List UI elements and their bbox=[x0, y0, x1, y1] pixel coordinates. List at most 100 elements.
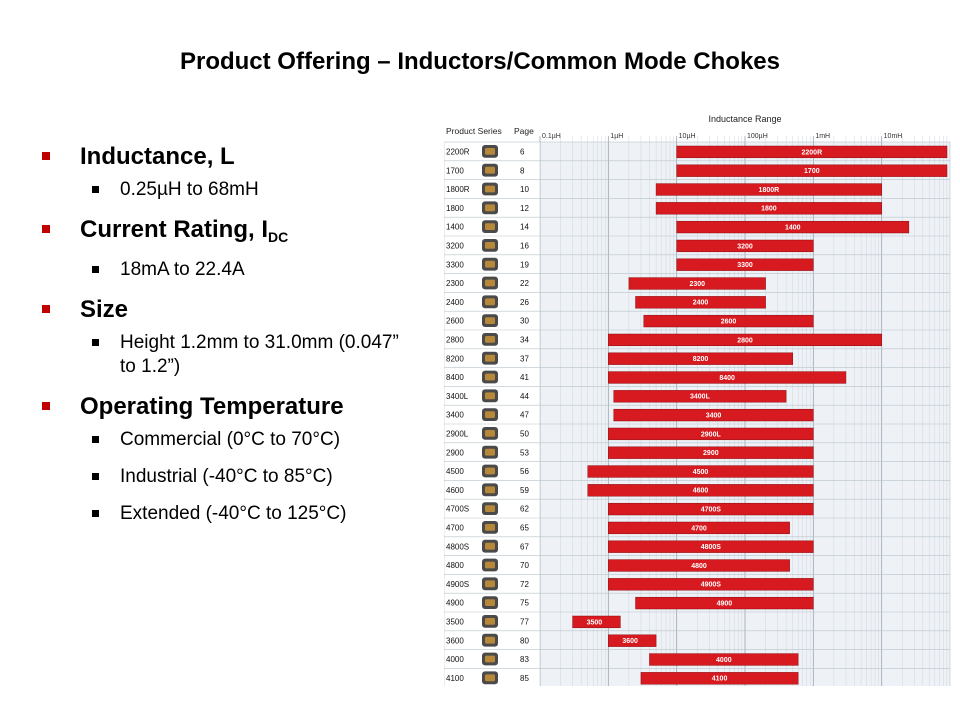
range-bar bbox=[655, 202, 882, 215]
page-number-label: 37 bbox=[520, 354, 529, 363]
chart-title: Inductance Range bbox=[708, 114, 781, 124]
series-name-label: 1700 bbox=[446, 166, 464, 175]
product-thumbnail-core-icon bbox=[485, 411, 495, 418]
page-number-label: 34 bbox=[520, 336, 529, 345]
range-bar bbox=[608, 502, 814, 516]
sub-bullet-text: Height 1.2mm to 31.0mm (0.047” to 1.2”) bbox=[120, 332, 399, 377]
range-bar-label: 2200R bbox=[802, 149, 823, 156]
page-number-label: 44 bbox=[520, 392, 529, 401]
product-thumbnail-core-icon bbox=[485, 279, 495, 287]
range-bar-label: 1800 bbox=[761, 206, 777, 213]
range-bar-label: 4500 bbox=[693, 469, 709, 476]
x-tick-label: 1mH bbox=[815, 133, 830, 140]
product-thumbnail-core-icon bbox=[485, 204, 495, 212]
range-bar bbox=[649, 653, 799, 666]
inductance-range-chart: Inductance Range Product Series Page 0.1µH 1… bbox=[444, 112, 952, 686]
range-bar-label: 3400 bbox=[706, 413, 722, 420]
range-bar bbox=[676, 164, 948, 177]
page-number-label: 8 bbox=[520, 166, 525, 175]
page-number-label: 16 bbox=[520, 242, 529, 251]
product-thumbnail-core-icon bbox=[485, 185, 495, 193]
sub-bullet: 0.25µH to 68mH bbox=[38, 178, 418, 202]
range-bar bbox=[608, 352, 794, 365]
x-tick-label: 100µH bbox=[747, 133, 768, 140]
page-number-label: 26 bbox=[520, 298, 529, 307]
range-bar-label: 1400 bbox=[785, 225, 801, 232]
range-bar bbox=[676, 258, 814, 271]
bullet-heading: Current Rating, I bbox=[80, 216, 269, 243]
range-bar-label: 2600 bbox=[721, 319, 737, 326]
product-thumbnail-core-icon bbox=[485, 373, 495, 381]
page-number-label: 50 bbox=[520, 430, 529, 439]
range-bar-label: 4600 bbox=[693, 488, 709, 495]
sub-bullet-marker bbox=[92, 436, 99, 443]
series-name-label: 2400 bbox=[446, 298, 464, 307]
range-bar bbox=[643, 314, 814, 328]
series-name-label: 2900 bbox=[446, 448, 464, 457]
series-name-label: 3200 bbox=[446, 242, 464, 251]
sub-bullet-text: Extended (-40°C to 125°C) bbox=[120, 503, 347, 524]
page-number-label: 59 bbox=[520, 486, 529, 495]
series-name-label: 2600 bbox=[446, 317, 464, 326]
product-thumbnail-core-icon bbox=[485, 448, 495, 456]
range-bar bbox=[587, 465, 814, 478]
product-thumbnail-core-icon bbox=[485, 223, 495, 230]
page-number-label: 62 bbox=[520, 505, 529, 514]
page-number-label: 85 bbox=[520, 674, 529, 683]
bullet-heading: Operating Temperature bbox=[80, 393, 344, 420]
product-thumbnail-core-icon bbox=[485, 392, 495, 400]
page-number-label: 6 bbox=[520, 148, 525, 157]
range-bar-label: 2900L bbox=[701, 431, 722, 438]
product-thumbnail-core-icon bbox=[485, 242, 495, 249]
range-bar-label: 4000 bbox=[716, 657, 732, 664]
product-thumbnail-core-icon bbox=[485, 505, 495, 512]
range-bar bbox=[613, 390, 787, 403]
range-bar bbox=[640, 672, 799, 685]
range-bar bbox=[676, 145, 948, 159]
range-bar bbox=[608, 559, 790, 572]
bullet-marker bbox=[42, 402, 50, 410]
range-bar-label: 2300 bbox=[689, 281, 705, 288]
sub-bullet-text: Industrial (-40°C to 85°C) bbox=[120, 466, 333, 487]
chart-header-band bbox=[444, 112, 952, 142]
bullet-heading-subscript: DC bbox=[268, 229, 289, 245]
series-name-label: 4800 bbox=[446, 561, 464, 570]
series-name-label: 4800S bbox=[446, 542, 469, 551]
range-bar-label: 2400 bbox=[693, 300, 709, 307]
product-thumbnail-core-icon bbox=[485, 430, 495, 437]
page-number-label: 14 bbox=[520, 223, 529, 232]
product-thumbnail-core-icon bbox=[485, 674, 495, 682]
bullet-current-rating: Current Rating, IDC bbox=[38, 215, 418, 252]
range-bar bbox=[608, 371, 847, 384]
range-bar bbox=[628, 277, 766, 290]
series-name-label: 8200 bbox=[446, 354, 464, 363]
bullet-heading: Inductance, L bbox=[80, 143, 235, 170]
x-tick-label: 10mH bbox=[884, 133, 903, 140]
page-number-label: 75 bbox=[520, 599, 529, 608]
sub-bullet: 18mA to 22.4A bbox=[38, 258, 418, 282]
sub-bullet-marker bbox=[92, 473, 99, 480]
range-bar bbox=[676, 239, 814, 253]
page-number-label: 77 bbox=[520, 618, 529, 627]
page-number-label: 19 bbox=[520, 260, 529, 269]
range-bar bbox=[608, 578, 814, 591]
range-bar-label: 3600 bbox=[622, 638, 638, 645]
bullet-size: Size bbox=[38, 295, 418, 325]
bullet-heading: Size bbox=[80, 296, 129, 323]
series-name-label: 4600 bbox=[446, 486, 464, 495]
range-bar bbox=[608, 427, 814, 441]
range-bar-label: 4900 bbox=[717, 601, 733, 608]
product-thumbnail-core-icon bbox=[485, 580, 495, 588]
range-bar-label: 1700 bbox=[804, 168, 820, 175]
page-number-label: 30 bbox=[520, 317, 529, 326]
sub-bullet-text: Commercial (0°C to 70°C) bbox=[120, 429, 341, 450]
page-number-label: 41 bbox=[520, 373, 529, 382]
series-name-label: 3500 bbox=[446, 618, 464, 627]
series-name-label: 2900L bbox=[446, 430, 469, 439]
slide-title: Product Offering – Inductors/Common Mode… bbox=[179, 48, 781, 75]
series-name-label: 4900S bbox=[446, 580, 469, 589]
range-bar bbox=[613, 408, 814, 422]
sub-bullet: Height 1.2mm to 31.0mm (0.047” to 1.2”) bbox=[38, 331, 418, 379]
product-thumbnail-core-icon bbox=[485, 298, 495, 306]
series-name-label: 1400 bbox=[446, 223, 464, 232]
